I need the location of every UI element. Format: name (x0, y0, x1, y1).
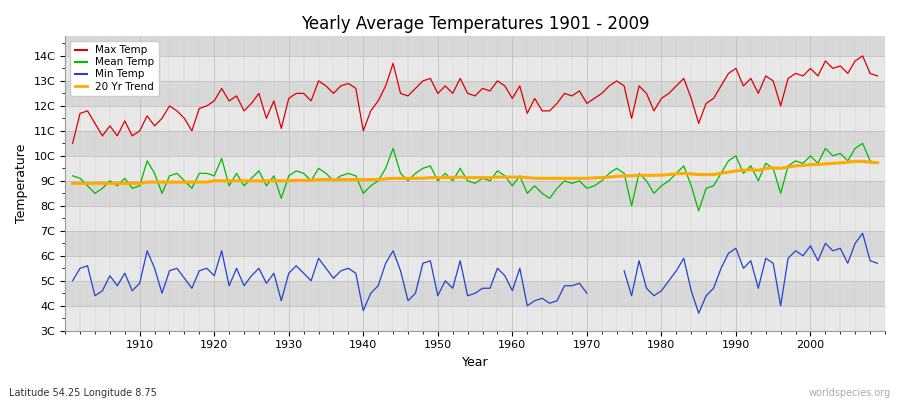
Mean Temp (500, 174, 510, 178)
Mean Temp (291, 168, 302, 173)
Bar (65, 206, 885, 231)
20 Yr Trend (597, 175, 608, 180)
Max Temp (336, 84, 346, 88)
20 Yr Trend (336, 177, 346, 182)
20 Yr Trend (507, 175, 517, 180)
Mean Temp (857, 141, 868, 146)
Min Temp (134, 281, 145, 286)
Title: Yearly Average Temperatures 1901 - 2009: Yearly Average Temperatures 1901 - 2009 (301, 15, 649, 33)
Max Temp (872, 74, 883, 78)
Bar (65, 106, 885, 131)
Bar (65, 306, 885, 331)
Mean Temp (68, 174, 78, 178)
Bar (65, 281, 885, 306)
Line: Min Temp: Min Temp (73, 251, 587, 311)
Bar (65, 81, 885, 106)
Y-axis label: Temperature: Temperature (15, 144, 28, 223)
Line: 20 Yr Trend: 20 Yr Trend (73, 161, 878, 183)
Text: Latitude 54.25 Longitude 8.75: Latitude 54.25 Longitude 8.75 (9, 388, 157, 398)
20 Yr Trend (291, 178, 302, 183)
Min Temp (291, 263, 302, 268)
20 Yr Trend (127, 181, 138, 186)
Min Temp (365, 291, 376, 296)
Min Temp (231, 266, 242, 271)
X-axis label: Year: Year (462, 356, 489, 369)
Max Temp (597, 91, 608, 96)
Max Temp (68, 141, 78, 146)
Min Temp (141, 248, 152, 253)
Min Temp (194, 268, 204, 273)
Mean Temp (693, 208, 704, 213)
Min Temp (68, 278, 78, 283)
Max Temp (500, 84, 510, 88)
Mean Temp (872, 161, 883, 166)
Bar (65, 156, 885, 181)
Max Temp (291, 91, 302, 96)
Line: Max Temp: Max Temp (73, 56, 878, 143)
Bar (65, 231, 885, 256)
Bar (65, 31, 885, 56)
Mean Temp (127, 186, 138, 191)
Bar (65, 256, 885, 281)
Text: worldspecies.org: worldspecies.org (809, 388, 891, 398)
20 Yr Trend (872, 160, 883, 165)
Min Temp (581, 291, 592, 296)
20 Yr Trend (850, 159, 860, 164)
Line: Mean Temp: Mean Temp (73, 143, 878, 211)
Max Temp (507, 96, 517, 101)
Max Temp (857, 54, 868, 58)
Mean Temp (597, 178, 608, 183)
Bar (65, 131, 885, 156)
Mean Temp (507, 184, 517, 188)
Min Temp (522, 303, 533, 308)
Max Temp (127, 134, 138, 138)
Legend: Max Temp, Mean Temp, Min Temp, 20 Yr Trend: Max Temp, Mean Temp, Min Temp, 20 Yr Tre… (70, 41, 158, 96)
Bar (65, 181, 885, 206)
20 Yr Trend (68, 181, 78, 186)
Mean Temp (336, 174, 346, 178)
Bar (65, 56, 885, 81)
Min Temp (358, 308, 369, 313)
20 Yr Trend (500, 175, 510, 180)
